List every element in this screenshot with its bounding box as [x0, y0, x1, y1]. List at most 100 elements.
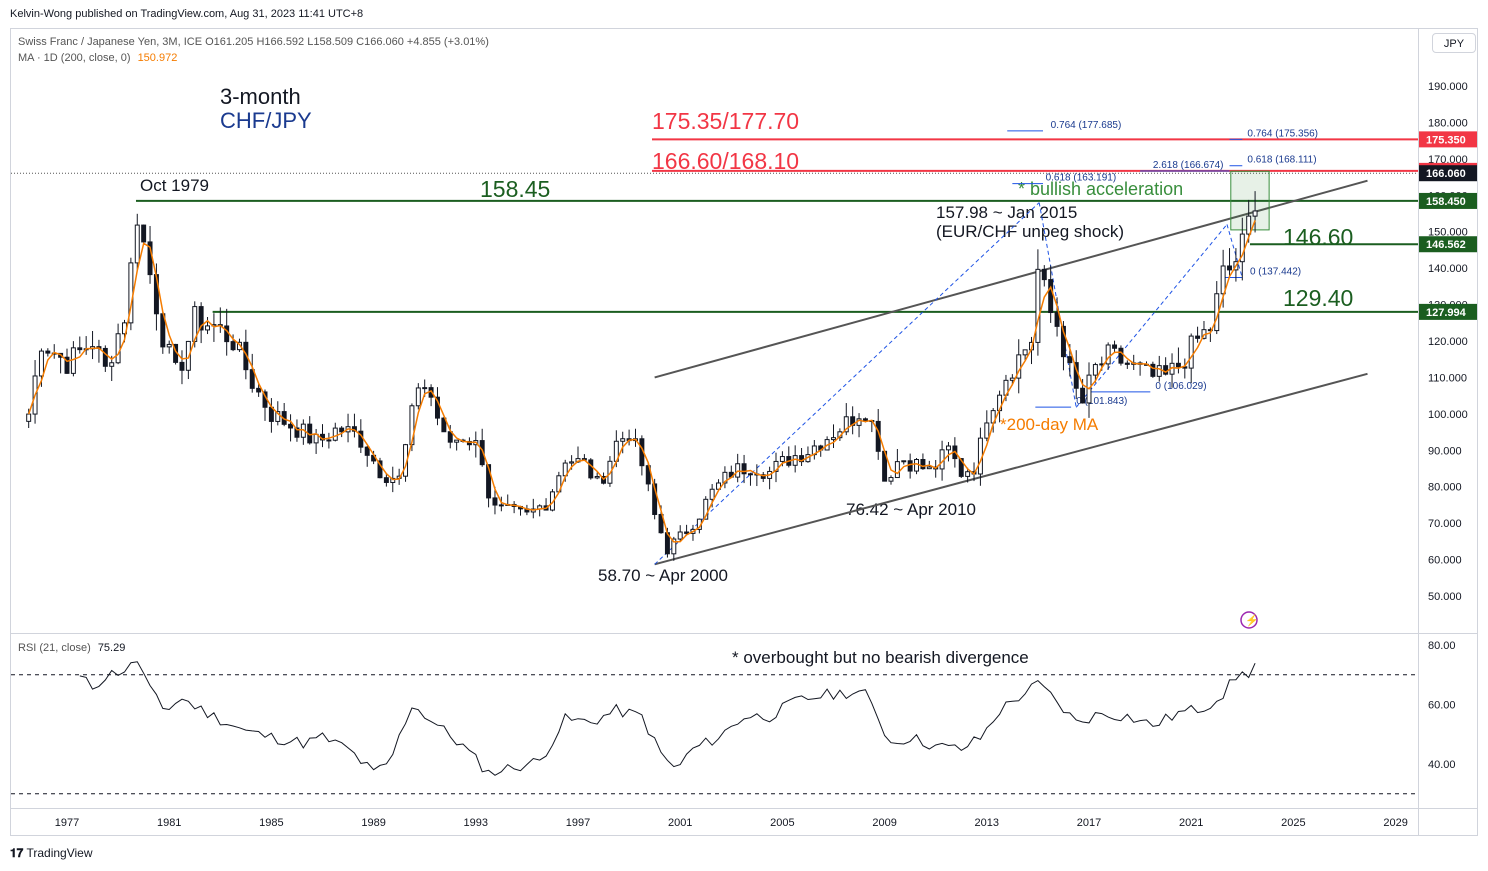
- candle-up: [115, 333, 121, 364]
- candle-up: [454, 439, 460, 443]
- candle-up: [1188, 335, 1194, 369]
- currency-button[interactable]: JPY: [1432, 33, 1476, 53]
- price-tag-label-0: 175.350: [1426, 134, 1466, 146]
- time-axis-separator: [10, 808, 1478, 809]
- time-tick-label: 2021: [1179, 817, 1203, 829]
- candle-down: [198, 306, 204, 331]
- rsi-legend[interactable]: RSI (21, close) 75.29: [18, 642, 125, 654]
- candle-up: [831, 437, 836, 441]
- time-tick-label: 1993: [464, 817, 488, 829]
- candle-down: [862, 418, 868, 422]
- candle-up: [1220, 265, 1226, 295]
- candle-down: [1060, 325, 1066, 358]
- ma-label: MA · 1D (200, close, 0): [18, 52, 131, 64]
- candle-up: [236, 341, 242, 351]
- candle-up: [926, 466, 932, 470]
- candle-up: [390, 477, 396, 483]
- candle-up: [709, 488, 715, 500]
- zone-top-label: 175.35/177.70: [652, 108, 800, 134]
- price-tick-label: 80.000: [1428, 482, 1462, 494]
- price-tick-label: 50.000: [1428, 591, 1462, 603]
- price-tag-5: [1419, 303, 1477, 320]
- candle-down: [288, 423, 294, 429]
- bullish-acceleration-label: * bullish acceleration: [1018, 179, 1184, 199]
- candle-down: [907, 460, 913, 472]
- lightning-icon: [1240, 611, 1258, 629]
- ma-legend[interactable]: MA · 1D (200, close, 0) 150.972: [18, 52, 177, 64]
- candle-down: [760, 474, 766, 479]
- candle-down: [1227, 265, 1233, 271]
- candle-up: [1156, 365, 1162, 377]
- apr2000-label: 58.70 ~ Apr 2000: [598, 566, 728, 585]
- symbol-line[interactable]: Swiss Franc / Japanese Yen, 3M, ICE O161…: [18, 36, 489, 48]
- candle-down: [486, 464, 492, 499]
- candle-up: [166, 343, 172, 348]
- price-tag-label-5: 127.994: [1426, 307, 1467, 319]
- candle-down: [102, 347, 108, 367]
- candle-down: [1175, 362, 1181, 368]
- candle-up: [1035, 268, 1041, 343]
- candle-up: [773, 460, 779, 472]
- rsi-value: 75.29: [97, 642, 126, 654]
- support-129-label: 129.40: [1283, 285, 1354, 311]
- oct1979-label: Oct 1979: [140, 176, 209, 195]
- candle-down: [1054, 312, 1060, 327]
- rsi-tick-label: 40.00: [1428, 759, 1456, 771]
- candle-up: [38, 350, 44, 377]
- candle-up: [1105, 344, 1111, 365]
- time-tick-label: 2017: [1077, 817, 1101, 829]
- candle-down: [326, 439, 332, 442]
- candle-down: [364, 446, 370, 456]
- rsi-tick-label: 60.00: [1428, 700, 1456, 712]
- candle-down: [268, 406, 274, 422]
- fib-label-f8: 0 (101.843): [1076, 396, 1127, 407]
- candle-up: [1246, 215, 1252, 235]
- price-tag-3: [1419, 192, 1477, 209]
- price-tag-label-2: 166.060: [1426, 168, 1466, 180]
- pane-separator[interactable]: [10, 633, 1478, 634]
- candle-down: [294, 427, 300, 438]
- price-tick-label: 140.000: [1428, 263, 1468, 275]
- time-tick-label: 2025: [1281, 817, 1305, 829]
- candle-down: [377, 460, 383, 479]
- price-tag-4: [1419, 236, 1477, 253]
- publisher-line: Kelvin-Wong published on TradingView.com…: [10, 8, 364, 20]
- candle-down: [479, 440, 485, 466]
- fib-dashed-line-1: [1038, 202, 1077, 408]
- rsi-note: * overbought but no bearish divergence: [732, 648, 1029, 667]
- price-tick-label: 190.000: [1428, 81, 1468, 93]
- fib-dashed-line-3: [1226, 224, 1243, 278]
- price-tag-2: [1419, 165, 1477, 182]
- price-tick-label: 170.000: [1428, 154, 1468, 166]
- tradingview-brand[interactable]: 𝟏𝟕 TradingView: [10, 846, 93, 861]
- rsi-tick-label: 80.00: [1428, 640, 1456, 652]
- time-tick-label: 1989: [361, 817, 385, 829]
- fib-label-f1: 0.764 (177.685): [1051, 120, 1122, 131]
- candle-down: [434, 396, 440, 419]
- candle-down: [1112, 344, 1118, 349]
- candle-down: [179, 361, 185, 371]
- price-tag-0: [1419, 131, 1477, 148]
- candle-up: [945, 445, 951, 451]
- price-tick-label: 100.000: [1428, 409, 1468, 421]
- candle-up: [109, 362, 115, 367]
- price-tick-label: 90.000: [1428, 445, 1462, 457]
- candle-down: [492, 497, 498, 506]
- candle-down: [1124, 362, 1130, 365]
- candle-down: [1080, 387, 1086, 404]
- time-tick-label: 2029: [1383, 817, 1407, 829]
- candle-down: [45, 350, 51, 354]
- fib-label-f4: 2.618 (166.674): [1153, 160, 1224, 171]
- rsi-line: [79, 661, 1256, 776]
- candle-up: [965, 471, 971, 477]
- unpeg-shock-label: (EUR/CHF unpeg shock): [936, 222, 1125, 241]
- candle-up: [498, 504, 504, 507]
- chart-frame: [10, 28, 1478, 836]
- candle-down: [64, 356, 70, 374]
- candle-up: [275, 411, 281, 422]
- candle-down: [77, 347, 83, 351]
- candle-up: [914, 459, 920, 472]
- candle-down: [588, 459, 594, 479]
- time-tick-label: 2013: [975, 817, 999, 829]
